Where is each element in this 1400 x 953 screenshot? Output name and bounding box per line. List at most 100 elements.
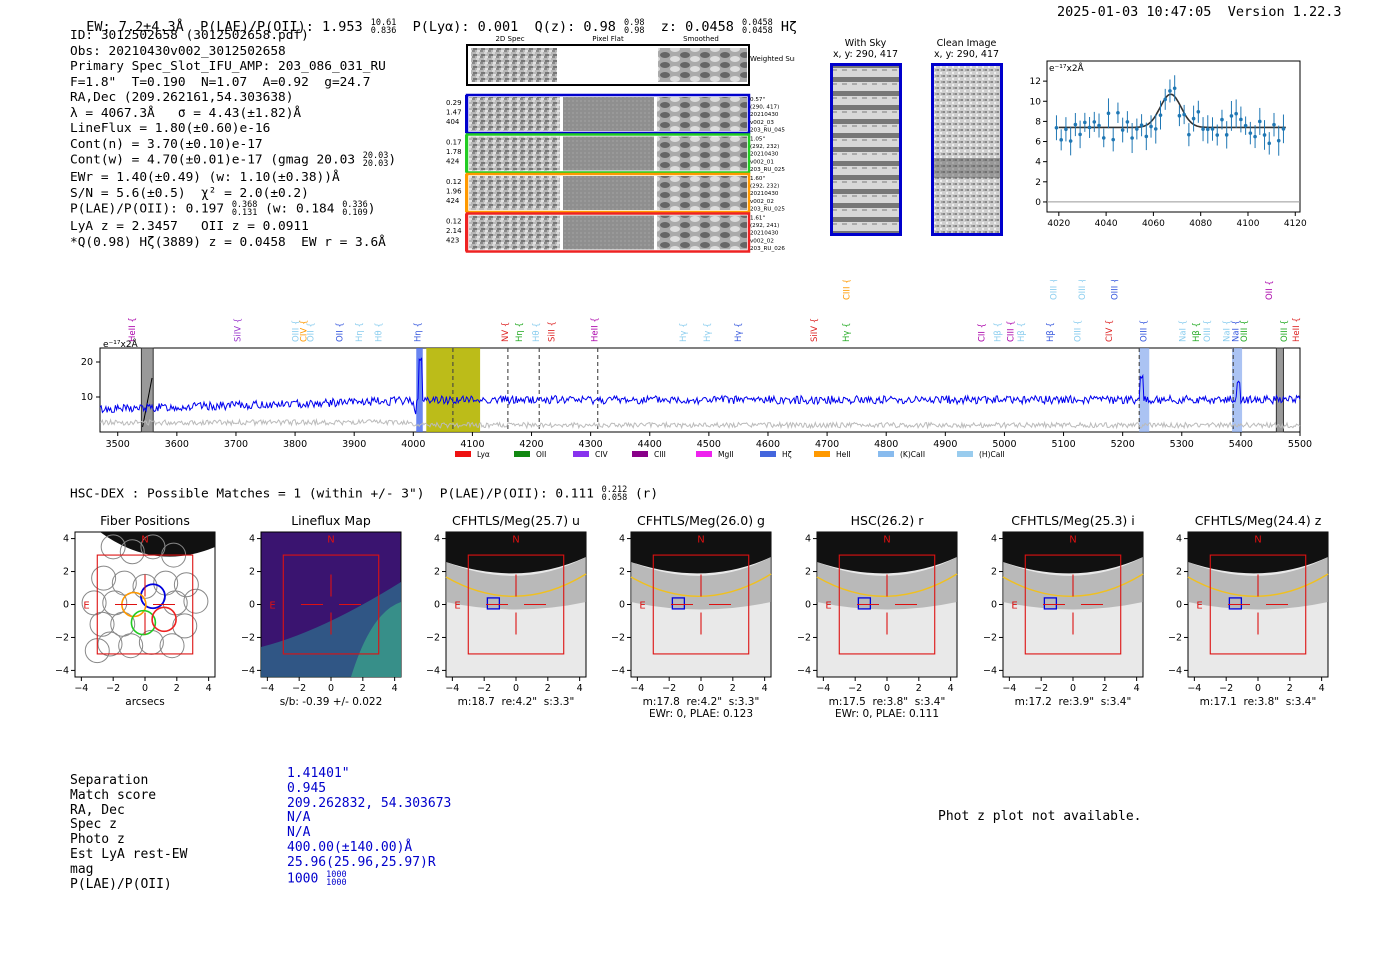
cutout-right-value: 1.60" xyxy=(750,176,765,182)
data-point xyxy=(1201,127,1205,131)
x-tick-label: −2 xyxy=(848,683,862,694)
data-point xyxy=(1153,127,1158,131)
detail-separation: 1.41401" xyxy=(287,766,350,781)
east-label: E xyxy=(1196,601,1202,612)
data-point xyxy=(1101,136,1106,140)
search-box xyxy=(1209,554,1307,655)
data-point xyxy=(1068,139,1073,143)
clean-image-header: Clean Image x, y: 290, 417 xyxy=(933,38,1000,60)
mask-hatch xyxy=(142,377,153,428)
cutout-right-value: 203_RU_025 xyxy=(750,167,785,173)
x-tick-label: 2 xyxy=(545,683,551,694)
line-window xyxy=(416,348,423,432)
x-tick-label: 4800 xyxy=(874,439,898,450)
info-lambda: λ = 4067.3Å σ = 4.43(±1.82)Å xyxy=(70,105,302,121)
cutout-left-value: 0.12 xyxy=(446,178,462,186)
x-tick-label: 5500 xyxy=(1288,439,1312,450)
bright-source xyxy=(817,532,957,574)
x-tick-label: −4 xyxy=(816,683,830,694)
detail-label-plae: P(LAE)/P(OII) xyxy=(70,876,172,892)
fiber xyxy=(118,633,144,659)
info-contw: Cont(w) = 4.70(±0.01)e-17 (gmag 20.03 20… xyxy=(70,151,397,169)
x-tick-label: 4200 xyxy=(519,439,543,450)
legend-swatch xyxy=(514,451,530,457)
y-tick-label: −2 xyxy=(55,632,69,643)
emission-line-label: Hη { xyxy=(413,322,423,342)
y-tick-label: 4 xyxy=(805,534,811,545)
weighted-sum-smoothed xyxy=(658,48,747,82)
emission-line-label: OIII { xyxy=(1110,280,1120,300)
data-point xyxy=(1059,138,1063,142)
x-tick-label: 3600 xyxy=(165,439,189,450)
x-tick-label: −2 xyxy=(1219,683,1233,694)
x-tick-label: 4 xyxy=(1134,683,1140,694)
detail-label-radec: RA, Dec xyxy=(70,802,125,818)
x-tick-label: 4100 xyxy=(460,439,484,450)
x-tick-label: 2 xyxy=(174,683,180,694)
panel-caption: m:17.2 re:3.9" s:3.4" xyxy=(1014,696,1132,708)
panel-title: Lineflux Map xyxy=(291,513,371,528)
emission-line-label: CIII { xyxy=(843,280,853,300)
x-tick-label: 3800 xyxy=(283,439,307,450)
x-tick-label: 0 xyxy=(698,683,704,694)
x-tick-label: 2 xyxy=(1287,683,1293,694)
bright-source xyxy=(1003,532,1143,574)
y-tick-label: 10 xyxy=(1030,97,1041,107)
search-box xyxy=(282,554,380,655)
east-label: E xyxy=(1011,601,1017,612)
cutout-right-value: 203_RU_045 xyxy=(750,127,785,133)
x-tick-label: 4100 xyxy=(1237,219,1260,229)
clean-image xyxy=(931,63,1003,236)
east-label: E xyxy=(639,601,645,612)
search-box xyxy=(1024,554,1122,655)
data-point xyxy=(1149,124,1153,129)
y-tick-label: 0 xyxy=(1176,600,1182,611)
x-tick-label: 2 xyxy=(916,683,922,694)
search-box xyxy=(467,554,565,655)
cutout-2d-spec xyxy=(469,97,560,131)
cutout-left-value: 2.14 xyxy=(446,227,462,235)
detail-photo-z: N/A xyxy=(287,825,311,841)
counterpart-box xyxy=(1043,597,1058,610)
phot-z-note: Phot z plot not available. xyxy=(938,809,1142,824)
cutout-right-value: 20210430 xyxy=(750,112,779,118)
data-point xyxy=(1267,141,1272,146)
emission-line-label: OII { xyxy=(306,322,316,342)
x-tick-label: 4120 xyxy=(1284,219,1307,229)
cutout-right-value: (290, 417) xyxy=(750,105,779,111)
data-point xyxy=(1262,133,1267,137)
data-point xyxy=(1196,109,1201,114)
cutout-2d-spec xyxy=(469,136,560,171)
x-tick-label: 2 xyxy=(730,683,736,694)
x-tick-label: 4 xyxy=(762,683,768,694)
x-tick-label: 2 xyxy=(1102,683,1108,694)
north-label: N xyxy=(512,535,519,546)
emission-line-label: Hγ { xyxy=(703,322,713,342)
detail-radec: 209.262832, 54.303673 xyxy=(287,795,452,811)
panel-caption: s/b: -0.39 +/- 0.022 xyxy=(279,696,383,708)
y-tick-label: 8 xyxy=(1035,117,1041,127)
legend-swatch xyxy=(632,451,648,457)
legend-label: (H)CaII xyxy=(979,450,1005,459)
east-label: E xyxy=(269,601,275,612)
header-qz-range: 0.98 0.98 xyxy=(624,18,645,36)
bright-source xyxy=(631,532,771,574)
hsc-dex-title: HSC-DEX : Possible Matches = 1 (within +… xyxy=(70,485,659,503)
cutout-left-value: 424 xyxy=(446,158,460,166)
info-contn: Cont(n) = 3.70(±0.10)e-17 xyxy=(70,136,263,152)
header-z-range: 0.0458 0.0458 xyxy=(742,18,773,36)
x-tick-label: 4400 xyxy=(638,439,662,450)
weighted-sum-label: Weighted Sum xyxy=(750,55,795,63)
x-tick-label: −4 xyxy=(260,683,274,694)
cutout-left-value: 1.47 xyxy=(446,109,462,117)
data-point xyxy=(1144,134,1149,139)
data-point xyxy=(1087,125,1092,130)
data-point xyxy=(1187,132,1191,137)
panel-title: CFHTLS/Meg(25.7) u xyxy=(452,513,580,528)
y-tick-label: 0 xyxy=(249,600,255,611)
x-tick-label: −2 xyxy=(106,683,120,694)
x-tick-label: 4080 xyxy=(1189,219,1212,229)
image-panel: N E −4 −4 −2 −2 0 0 2 2 4 4 xyxy=(983,531,1144,694)
fiber-secondary xyxy=(130,609,157,636)
